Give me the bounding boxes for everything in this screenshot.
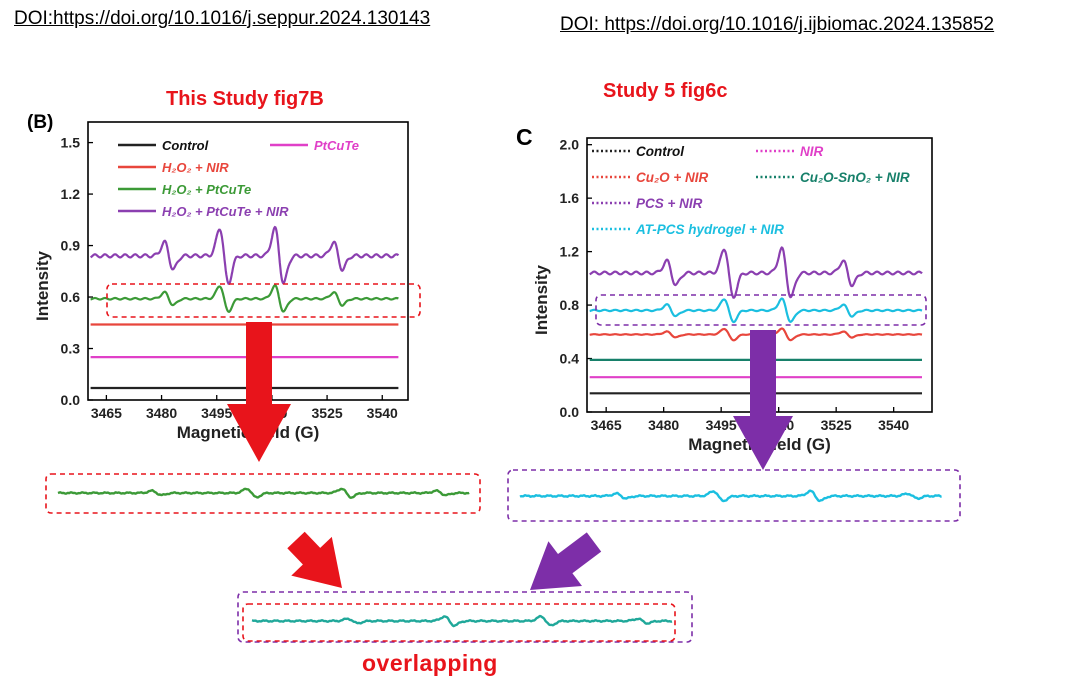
legend-label: H₂O₂ + NIR	[162, 160, 229, 175]
legend-label: PtCuTe	[314, 138, 359, 153]
y-tick-label: 0.3	[61, 341, 81, 357]
legend-label: Control	[636, 144, 684, 159]
comparison-overlays	[45, 283, 961, 643]
legend-label: Cu₂O + NIR	[636, 170, 709, 185]
legend-label: H₂O₂ + PtCuTe	[162, 182, 251, 197]
doi-right[interactable]: DOI: https://doi.org/10.1016/j.ijbiomac.…	[560, 14, 995, 35]
overlap-box-inner	[242, 603, 676, 642]
x-tick-label: 3525	[821, 417, 852, 433]
left-study-title: This Study fig7B	[166, 88, 324, 110]
legend-label: Control	[162, 138, 209, 153]
y-tick-label: 1.5	[61, 135, 81, 151]
y-tick-label: 0.9	[61, 238, 81, 254]
y-axis-label: Intensity	[33, 251, 52, 321]
y-tick-label: 1.6	[560, 190, 580, 206]
x-tick-label: 3525	[312, 405, 343, 421]
legend-label: AT-PCS hydrogel + NIR	[635, 222, 784, 237]
doi-left[interactable]: DOI:https://doi.org/10.1016/j.seppur.202…	[14, 8, 431, 29]
extract-box-right	[507, 469, 961, 522]
extracted-trace-left	[57, 487, 470, 500]
y-tick-label: 2.0	[560, 137, 580, 153]
arrow-down-right	[733, 330, 793, 470]
arrow-diag-left	[287, 531, 342, 588]
y-tick-label: 0.0	[61, 392, 81, 408]
right-study-title: Study 5 fig6c	[603, 80, 728, 102]
legend-label: H₂O₂ + PtCuTe + NIR	[162, 204, 289, 219]
y-tick-label: 0.6	[61, 289, 81, 305]
legend-label: NIR	[800, 144, 824, 159]
panel-b-letter: (B)	[27, 112, 54, 133]
x-tick-label: 3480	[648, 417, 679, 433]
y-tick-label: 1.2	[61, 186, 81, 202]
highlight-box-right	[595, 294, 927, 326]
highlight-box-left	[106, 283, 421, 318]
x-tick-label: 3495	[706, 417, 737, 433]
y-axis-label: Intensity	[532, 265, 551, 335]
y-tick-label: 1.2	[560, 244, 580, 260]
x-tick-label: 3540	[878, 417, 909, 433]
arrow-down-left	[227, 322, 291, 462]
chart-b: 3465348034953510352535400.00.30.60.91.21…	[33, 121, 409, 442]
arrow-diag-right	[530, 532, 602, 590]
panel-c-letter: C	[516, 124, 533, 150]
legend-label: PCS + NIR	[636, 196, 703, 211]
series-line-0-3	[90, 284, 399, 313]
y-tick-label: 0.8	[560, 297, 580, 313]
extract-box-left	[45, 473, 481, 514]
x-tick-label: 3465	[91, 405, 122, 421]
overlap-box-outer	[237, 591, 693, 643]
y-tick-label: 0.4	[560, 351, 580, 367]
y-tick-label: 0.0	[560, 404, 580, 420]
series-line-1-5	[589, 297, 923, 324]
extracted-trace-right	[519, 489, 942, 503]
series-line-0-4	[90, 225, 400, 286]
series-line-1-4	[589, 246, 923, 299]
legend-label: Cu₂O-SnO₂ + NIR	[800, 170, 910, 185]
overlapping-label: overlapping	[362, 650, 498, 676]
x-tick-label: 3540	[367, 405, 398, 421]
x-tick-label: 3495	[201, 405, 232, 421]
overlapped-trace	[251, 614, 673, 628]
x-tick-label: 3465	[591, 417, 622, 433]
x-tick-label: 3480	[146, 405, 177, 421]
